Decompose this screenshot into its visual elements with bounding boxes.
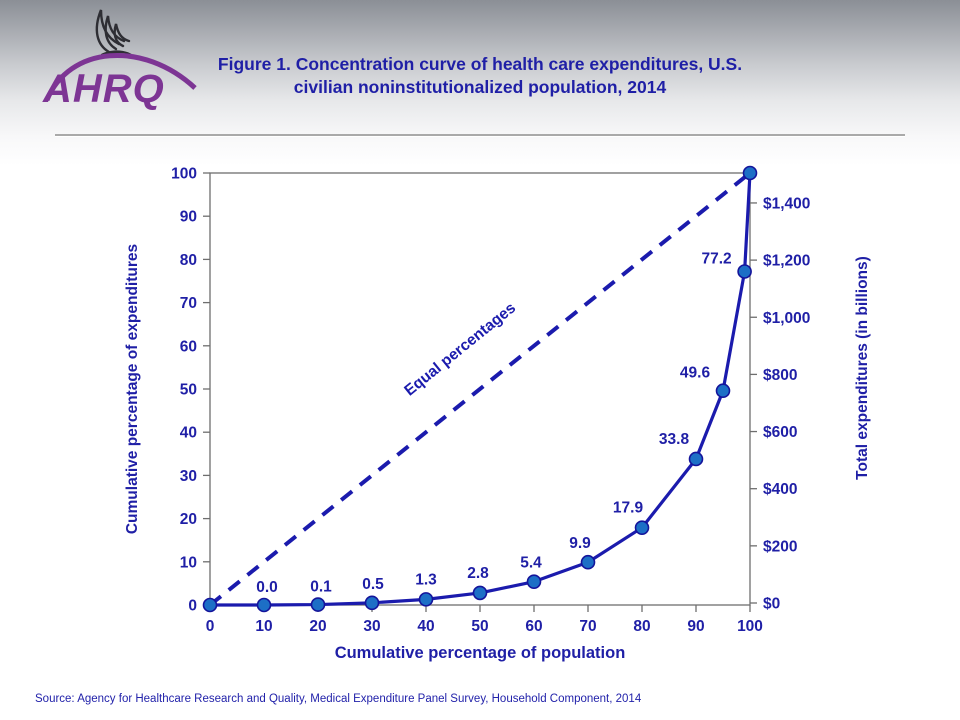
y-axis-tick-label: 20 (180, 511, 197, 528)
ahrq-wordmark: AHRQ (42, 67, 165, 111)
x-axis-tick-label: 20 (309, 618, 326, 635)
x-axis-tick-label: 50 (471, 618, 488, 635)
y-axis-tick-label: 60 (180, 338, 197, 355)
right-axis-tick-label: $0 (763, 596, 780, 613)
y-axis-tick-label: 70 (180, 295, 197, 312)
x-axis-title: Cumulative percentage of population (335, 644, 626, 662)
data-point-marker (580, 554, 596, 570)
figure-title-line2: civilian noninstitutionalized population… (293, 77, 667, 97)
right-axis-tick-label: $1,200 (763, 253, 810, 270)
data-point-marker (310, 597, 326, 612)
y-axis-title: Cumulative percentage of expenditures (124, 244, 141, 534)
data-point-marker (634, 520, 650, 535)
data-point-marker (418, 592, 434, 607)
concentration-chart: 0 10 20 30 40 50 60 70 80 90 100 0 10 20 30 40 50 60 70 80 9… (124, 165, 871, 663)
y-axis-tick-label: 0 (188, 598, 197, 615)
y-axis-tick-label: 90 (180, 209, 197, 226)
data-point-label: 9.9 (569, 535, 591, 552)
right-axis-tick-label: $1,000 (763, 310, 810, 327)
data-point-marker (364, 595, 380, 611)
x-axis-tick-label: 60 (525, 618, 542, 635)
right-axis-tick-label: $200 (763, 538, 797, 555)
data-point-label: 0.1 (310, 579, 332, 596)
right-axis-tick-label: $1,400 (763, 195, 810, 212)
data-point-label: 49.6 (680, 365, 711, 382)
y-axis-tick-label: 10 (180, 554, 197, 571)
data-point-marker (688, 451, 704, 467)
data-point-marker (737, 264, 752, 279)
data-point-marker (256, 597, 272, 613)
hhs-eagle-icon (95, 9, 131, 54)
data-point-marker (526, 574, 542, 589)
figure-title-line1: Figure 1. Concentration curve of health … (217, 54, 743, 74)
equal-percentages-label: Equal percentages (401, 300, 519, 400)
data-point-label: 0.5 (362, 576, 384, 593)
data-point-label: 0.0 (256, 579, 278, 596)
x-axis-tick-label: 30 (363, 618, 380, 635)
y-axis-tick-label: 100 (171, 166, 197, 183)
x-axis-tick-label: 90 (687, 618, 704, 635)
hhs-eagle-body (101, 50, 133, 57)
right-axis-tick-label: $400 (763, 481, 797, 498)
x-axis-tick-label: 10 (255, 618, 272, 635)
x-axis-tick-label: 0 (206, 618, 215, 635)
x-axis-tick-label: 70 (579, 618, 596, 635)
data-point-label: 17.9 (613, 500, 644, 517)
ahrq-logo: AHRQ (42, 9, 197, 111)
data-point-label: 2.8 (467, 565, 489, 582)
y-axis-tick-label: 50 (180, 382, 197, 399)
data-point-marker (202, 597, 218, 613)
data-point-marker (472, 585, 488, 601)
right-axis-tick-label: $600 (763, 424, 797, 441)
figure-title: Figure 1. Concentration curve of health … (130, 53, 830, 99)
title-divider (55, 134, 905, 137)
right-axis-tick-label: $800 (763, 367, 797, 384)
equal-percentages-line (208, 171, 752, 607)
data-point-label: 1.3 (415, 571, 437, 588)
data-point-marker (715, 383, 731, 399)
data-point-label: 77.2 (702, 250, 732, 267)
y-axis-tick-label: 40 (180, 425, 197, 442)
y-axis-tick-label: 80 (180, 252, 197, 269)
data-point-label: 5.4 (520, 555, 542, 572)
x-axis-tick-label: 80 (633, 618, 650, 635)
source-note: Source: Agency for Healthcare Research a… (35, 693, 642, 705)
x-axis-tick-label: 40 (417, 618, 434, 635)
ahrq-arc (44, 52, 197, 101)
data-point-label: 33.8 (659, 431, 690, 448)
data-point-marker (742, 165, 758, 181)
y-axis-tick-label: 30 (180, 468, 197, 485)
right-axis-title: Total expenditures (in billions) (854, 256, 871, 480)
x-axis-tick-label: 100 (737, 618, 763, 635)
